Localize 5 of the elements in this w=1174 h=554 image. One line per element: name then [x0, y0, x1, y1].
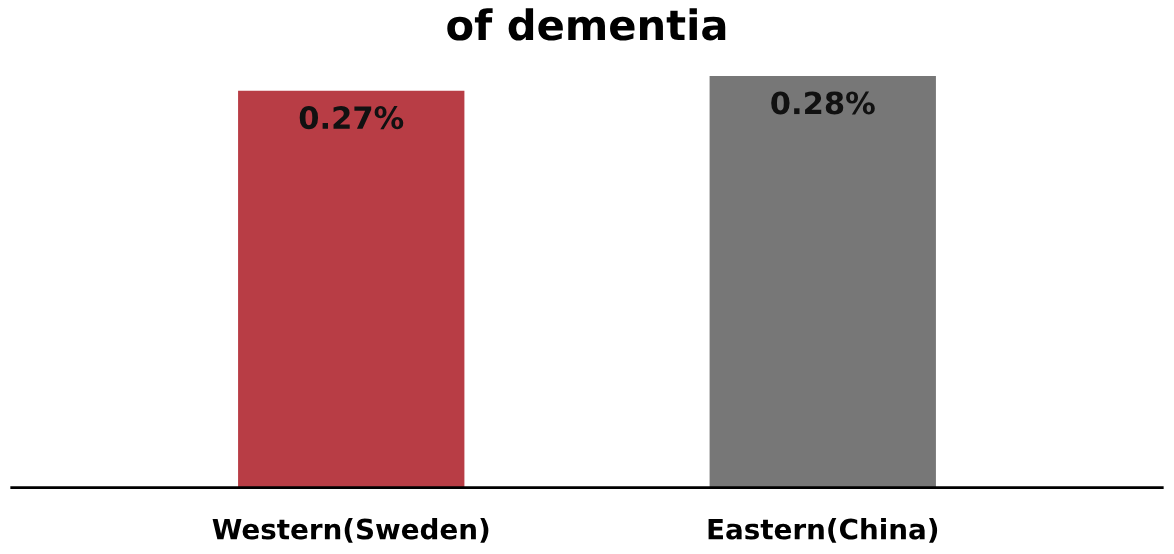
x-tick-label: Western(Sweden): [212, 518, 489, 543]
chart-title: of dementia: [447, 8, 726, 41]
x-tick-label: Eastern(China): [708, 518, 938, 543]
data-label: 0.28%: [771, 91, 875, 115]
data-label: 0.27%: [299, 106, 404, 130]
